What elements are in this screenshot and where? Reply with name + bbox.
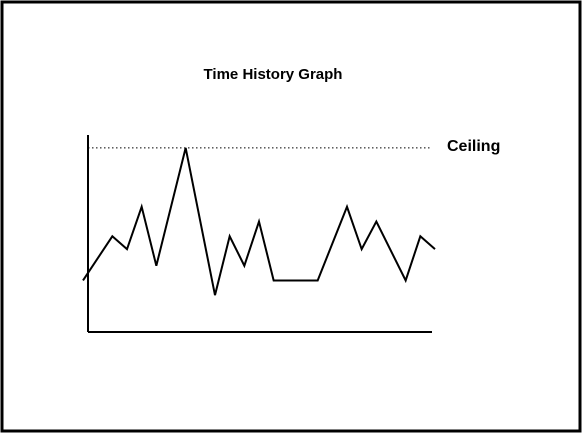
ceiling-label: Ceiling bbox=[447, 138, 500, 155]
chart-title: Time History Graph bbox=[204, 66, 343, 83]
data-line bbox=[82, 147, 436, 296]
